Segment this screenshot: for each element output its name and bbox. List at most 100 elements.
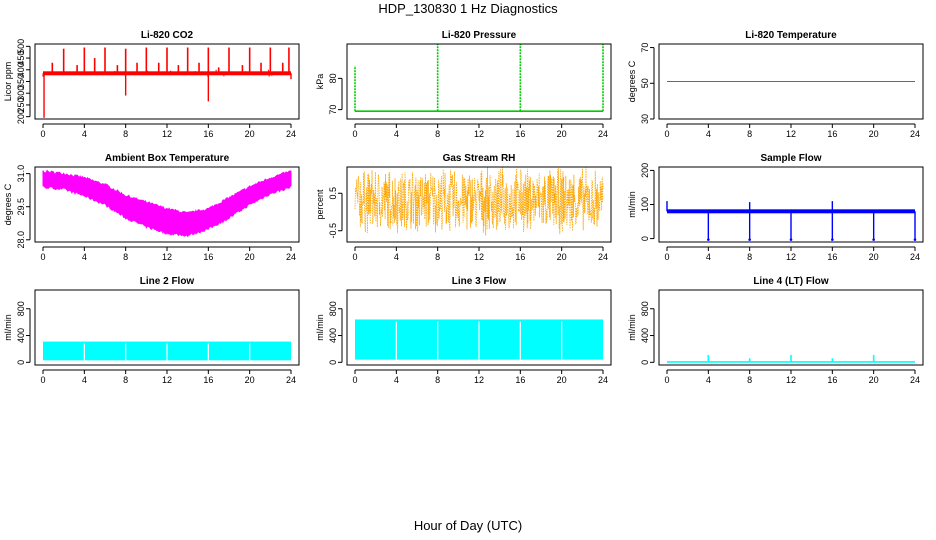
x-tick-label: 0 (352, 252, 357, 262)
x-axis: 0 4 8 12 16 20 24 (40, 246, 296, 262)
y-tick-label: 70 (640, 43, 650, 53)
x-axis: 0 4 8 12 16 20 24 (40, 123, 296, 139)
chart-panel-3: Li-820 Temperature 0 4 8 12 16 20 24 30 50 70degre… (627, 30, 924, 139)
plot-frame (658, 43, 924, 120)
x-tick-label: 16 (827, 129, 837, 139)
y-tick-label: 500 (16, 39, 26, 54)
x-tick-label: 24 (598, 375, 608, 385)
panel-title: Gas Stream RH (443, 153, 516, 164)
x-tick-label: 8 (747, 129, 752, 139)
x-tick-label: 20 (869, 375, 879, 385)
x-axis: 0 4 8 12 16 20 24 (664, 123, 920, 139)
y-tick-label: 29.5 (16, 198, 26, 216)
y-axis-label: Licor ppm (3, 62, 13, 102)
drop-point (789, 238, 793, 241)
x-tick-label: 4 (706, 252, 711, 262)
y-tick-label: 0 (16, 360, 26, 365)
x-tick-label: 0 (40, 375, 45, 385)
plot-frame (658, 289, 924, 366)
x-tick-label: 20 (245, 252, 255, 262)
y-tick-label: 350 (16, 74, 26, 89)
chart-panel-6: Sample Flow 0 4 8 12 16 20 24 0 100 200 ml/min (627, 153, 924, 262)
x-tick-label: 20 (557, 129, 567, 139)
x-tick-label: 8 (123, 375, 128, 385)
panel-title: Line 4 (LT) Flow (753, 276, 829, 287)
series-data (354, 167, 604, 236)
x-tick-label: 12 (162, 375, 172, 385)
series-data (355, 319, 603, 360)
x-tick-label: 16 (515, 252, 525, 262)
x-tick-label: 12 (474, 129, 484, 139)
drop-point (913, 238, 917, 241)
x-tick-label: 8 (123, 252, 128, 262)
y-tick-label: 0 (640, 236, 650, 241)
panel-title: Li-820 Pressure (442, 30, 517, 41)
panel-title: Li-820 Temperature (745, 30, 837, 41)
x-tick-label: 16 (827, 375, 837, 385)
page-title: HDP_130830 1 Hz Diagnostics (378, 1, 558, 16)
x-tick-label: 4 (82, 375, 87, 385)
y-axis-label: ml/min (627, 314, 637, 341)
x-tick-label: 0 (352, 375, 357, 385)
plot-frame (34, 43, 300, 120)
x-tick-label: 4 (82, 252, 87, 262)
y-axis-label: ml/min (315, 314, 325, 341)
y-tick-label: 400 (16, 62, 26, 77)
x-axis-label: Hour of Day (UTC) (413, 518, 523, 533)
x-tick-label: 20 (869, 129, 879, 139)
y-tick-label: 400 (640, 328, 650, 343)
x-tick-label: 8 (435, 375, 440, 385)
panel-title: Line 2 Flow (140, 276, 195, 287)
y-tick-label: 450 (16, 51, 26, 66)
x-tick-label: 24 (286, 375, 296, 385)
x-tick-label: 20 (245, 129, 255, 139)
series-data (42, 47, 292, 118)
x-axis: 0 4 8 12 16 20 24 (664, 246, 920, 262)
x-tick-label: 4 (706, 375, 711, 385)
x-tick-label: 24 (598, 252, 608, 262)
chart-panel-1: Li-820 CO2 0 4 8 12 16 20 24 2002503003504004505… (3, 30, 300, 139)
x-tick-label: 24 (286, 129, 296, 139)
x-tick-label: 4 (394, 252, 399, 262)
x-tick-label: 12 (162, 252, 172, 262)
y-tick-label: 250 (16, 97, 26, 112)
x-tick-label: 24 (598, 129, 608, 139)
x-tick-label: 12 (786, 375, 796, 385)
x-tick-label: 0 (664, 129, 669, 139)
x-tick-label: 0 (664, 252, 669, 262)
panel-title: Ambient Box Temperature (105, 153, 230, 164)
y-axis: 0 100 200 ml/min (627, 163, 655, 241)
y-axis-label: percent (315, 189, 325, 220)
y-tick-label: 0 (328, 360, 338, 365)
series-data (667, 354, 915, 363)
series-data (43, 341, 291, 361)
y-tick-label: 100 (640, 197, 650, 212)
y-tick-label: 0.5 (328, 187, 338, 200)
plot-frame (34, 289, 300, 366)
plot-frame (34, 166, 300, 243)
x-tick-label: 24 (910, 129, 920, 139)
x-tick-label: 4 (706, 129, 711, 139)
x-tick-label: 24 (910, 375, 920, 385)
y-axis-label: ml/min (627, 191, 637, 218)
y-axis-label: degrees C (3, 183, 13, 225)
drop-point (707, 238, 710, 241)
x-tick-label: 20 (557, 375, 567, 385)
plot-frame (658, 166, 924, 243)
x-tick-label: 0 (40, 129, 45, 139)
y-tick-label: 400 (328, 328, 338, 343)
series-data (42, 169, 292, 238)
y-tick-label: 200 (640, 163, 650, 178)
y-tick-label: 50 (640, 78, 650, 88)
x-tick-label: 12 (474, 375, 484, 385)
plot-frame (346, 43, 612, 120)
y-tick-label: 31.0 (16, 165, 26, 183)
